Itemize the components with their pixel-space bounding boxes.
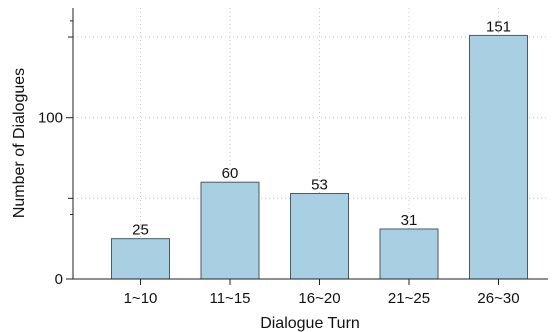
y-tick-label: 100 — [38, 110, 63, 127]
x-tick-label: 16~20 — [298, 290, 340, 307]
bar — [111, 238, 170, 280]
data-label: 25 — [132, 222, 149, 239]
x-tick-label: 1~10 — [124, 290, 158, 307]
data-label: 31 — [401, 212, 418, 229]
bar — [290, 193, 349, 280]
tick-and-data-labels: 25 60 53 31 151 1~10 11~15 16~20 21~25 26~30 0 100 — [38, 18, 520, 307]
x-tick-label: 11~15 — [209, 290, 250, 307]
x-axis-title: Dialogue Turn — [260, 315, 360, 332]
bar — [200, 181, 260, 280]
x-tick-label: 21~25 — [388, 290, 430, 307]
x-tick-label: 26~30 — [477, 290, 519, 307]
data-label: 53 — [311, 177, 328, 194]
axes — [66, 8, 548, 285]
bar — [469, 34, 528, 280]
bar — [379, 228, 439, 280]
bars — [111, 34, 528, 280]
y-tick-label: 0 — [55, 271, 63, 288]
data-label: 60 — [222, 165, 239, 182]
data-label: 151 — [486, 18, 511, 35]
y-axis-title: Number of Dialogues — [11, 68, 28, 218]
